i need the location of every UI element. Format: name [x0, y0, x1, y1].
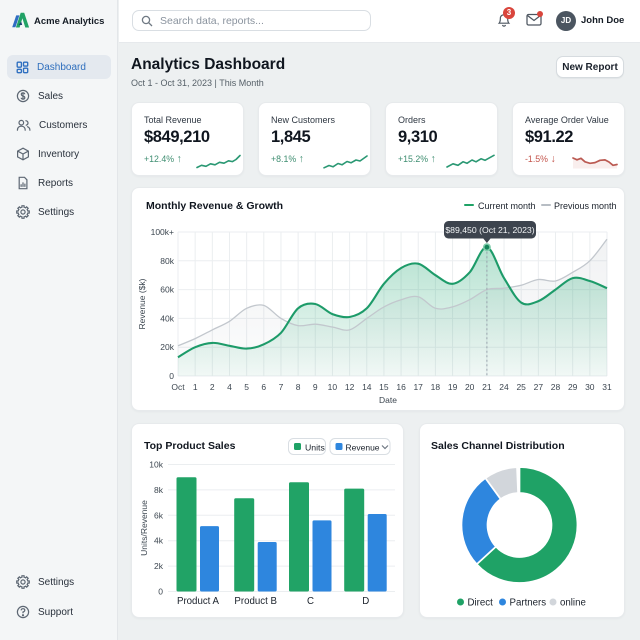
svg-text:6k: 6k — [154, 510, 164, 520]
svg-text:10: 10 — [328, 382, 338, 392]
svg-text:Units: Units — [305, 443, 325, 453]
svg-text:25: 25 — [516, 382, 526, 392]
svg-text:31: 31 — [602, 382, 612, 392]
svg-text:$89,450 (Oct 21, 2023): $89,450 (Oct 21, 2023) — [445, 225, 534, 235]
svg-text:C: C — [307, 596, 314, 607]
svg-text:8: 8 — [296, 382, 301, 392]
svg-text:0: 0 — [169, 371, 174, 381]
svg-text:2k: 2k — [154, 561, 164, 571]
svg-text:Revenue: Revenue — [346, 443, 380, 453]
svg-text:Product A: Product A — [177, 596, 220, 607]
svg-text:21: 21 — [482, 382, 492, 392]
svg-text:8k: 8k — [154, 485, 164, 495]
svg-text:online: online — [560, 598, 586, 609]
svg-text:D: D — [362, 596, 369, 607]
svg-text:Revenue ($k): Revenue ($k) — [137, 278, 147, 329]
svg-text:12: 12 — [345, 382, 355, 392]
svg-text:Partners: Partners — [510, 598, 547, 609]
svg-text:16: 16 — [396, 382, 406, 392]
svg-text:10k: 10k — [149, 460, 163, 470]
svg-text:28: 28 — [551, 382, 561, 392]
svg-text:2: 2 — [210, 382, 215, 392]
svg-text:40k: 40k — [160, 313, 174, 323]
svg-text:29: 29 — [568, 382, 578, 392]
svg-text:4: 4 — [227, 382, 232, 392]
svg-text:18: 18 — [431, 382, 441, 392]
svg-text:15: 15 — [379, 382, 389, 392]
svg-text:4k: 4k — [154, 536, 164, 546]
svg-text:14: 14 — [362, 382, 372, 392]
svg-text:0: 0 — [158, 587, 163, 597]
svg-text:24: 24 — [499, 382, 509, 392]
svg-text:27: 27 — [534, 382, 544, 392]
svg-text:60k: 60k — [160, 285, 174, 295]
svg-text:19: 19 — [448, 382, 458, 392]
svg-text:1: 1 — [193, 382, 198, 392]
svg-text:20k: 20k — [160, 342, 174, 352]
svg-text:6: 6 — [261, 382, 266, 392]
svg-text:80k: 80k — [160, 256, 174, 266]
svg-text:Product B: Product B — [234, 596, 277, 607]
svg-text:Oct: Oct — [171, 382, 185, 392]
svg-text:17: 17 — [413, 382, 423, 392]
svg-text:5: 5 — [244, 382, 249, 392]
svg-text:9: 9 — [313, 382, 318, 392]
svg-text:100k+: 100k+ — [151, 227, 174, 237]
svg-text:30: 30 — [585, 382, 595, 392]
svg-text:Date: Date — [379, 395, 397, 405]
svg-text:Direct: Direct — [468, 598, 494, 609]
svg-text:Units/Revenue: Units/Revenue — [139, 500, 149, 556]
svg-text:20: 20 — [465, 382, 475, 392]
svg-text:7: 7 — [279, 382, 284, 392]
